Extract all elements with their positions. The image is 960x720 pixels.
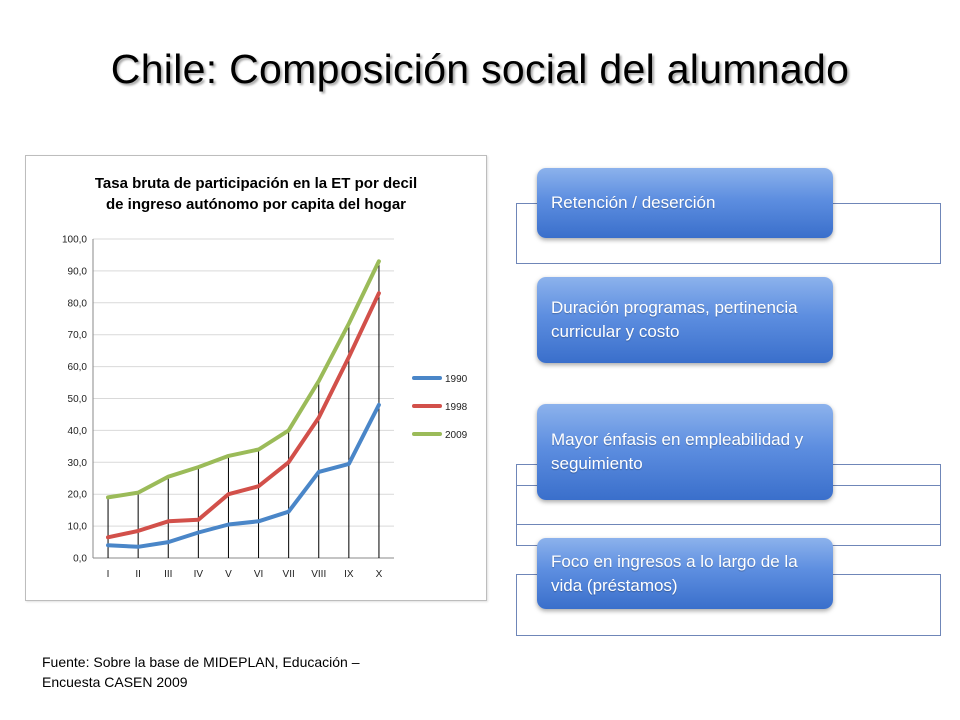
series-line-2009 [106, 259, 381, 500]
callout-program-duration-label: Duración programas, pertinencia curricul… [551, 298, 798, 341]
callout-retention-label: Retención / deserción [551, 193, 716, 212]
x-tick-label: X [376, 569, 383, 580]
legend-label-1990: 1990 [445, 374, 468, 385]
y-tick-label: 10,0 [68, 522, 88, 533]
chart-panel: Tasa bruta de participación en la ET por… [25, 155, 487, 601]
callout-lifetime-income-label: Foco en ingresos a lo largo de la vida (… [551, 551, 798, 595]
x-tick-label: IV [194, 569, 204, 580]
slide-title: Chile: Composición social del alumnado [110, 46, 850, 92]
y-tick-label: 20,0 [68, 490, 88, 501]
callout-employability: Mayor énfasis en empleabilidad y seguimi… [537, 404, 833, 500]
x-tick-label: IX [344, 569, 354, 580]
legend-label-1998: 1998 [445, 402, 468, 413]
series-line-1990 [106, 402, 381, 549]
chart-title: Tasa bruta de participación en la ET por… [26, 173, 486, 215]
y-tick-label: 80,0 [68, 298, 88, 309]
chart-title-line-2: de ingreso autónomo por capita del hogar [105, 196, 407, 213]
y-tick-label: 40,0 [68, 426, 88, 437]
callout-program-duration: Duración programas, pertinencia curricul… [537, 277, 833, 363]
y-tick-label: 50,0 [68, 394, 88, 405]
series-line-1998 [106, 291, 381, 540]
y-tick-label: 90,0 [68, 266, 88, 277]
y-tick-label: 70,0 [68, 330, 88, 341]
source-line-1: Fuente: Sobre la base de MIDEPLAN, Educa… [42, 654, 360, 670]
callout-retention: Retención / deserción [537, 168, 833, 238]
chart-title-line-1: Tasa bruta de participación en la ET por… [94, 175, 418, 192]
y-tick-label: 100,0 [62, 235, 87, 246]
callout-lifetime-income: Foco en ingresos a lo largo de la vida (… [537, 538, 833, 609]
y-tick-label: 0,0 [73, 554, 87, 565]
callout-employability-label: Mayor énfasis en empleabilidad y seguimi… [551, 430, 804, 473]
y-tick-label: 60,0 [68, 362, 88, 373]
x-tick-label: III [164, 569, 172, 580]
x-tick-label: I [107, 569, 110, 580]
x-tick-label: V [225, 569, 232, 580]
source-note: Fuente: Sobre la base de MIDEPLAN, Educa… [42, 652, 462, 692]
x-tick-label: VIII [311, 569, 326, 580]
line-chart: 0,0 10,0 20,0 30,0 40,0 50,0 60,0 70,0 80,0 90,0 1… [62, 235, 468, 581]
x-tick-label: VI [254, 569, 263, 580]
y-tick-label: 30,0 [68, 458, 88, 469]
x-tick-label: II [135, 569, 141, 580]
source-line-2: Encuesta CASEN 2009 [42, 674, 188, 690]
x-tick-label: VII [283, 569, 295, 580]
legend-label-2009: 2009 [445, 430, 468, 441]
